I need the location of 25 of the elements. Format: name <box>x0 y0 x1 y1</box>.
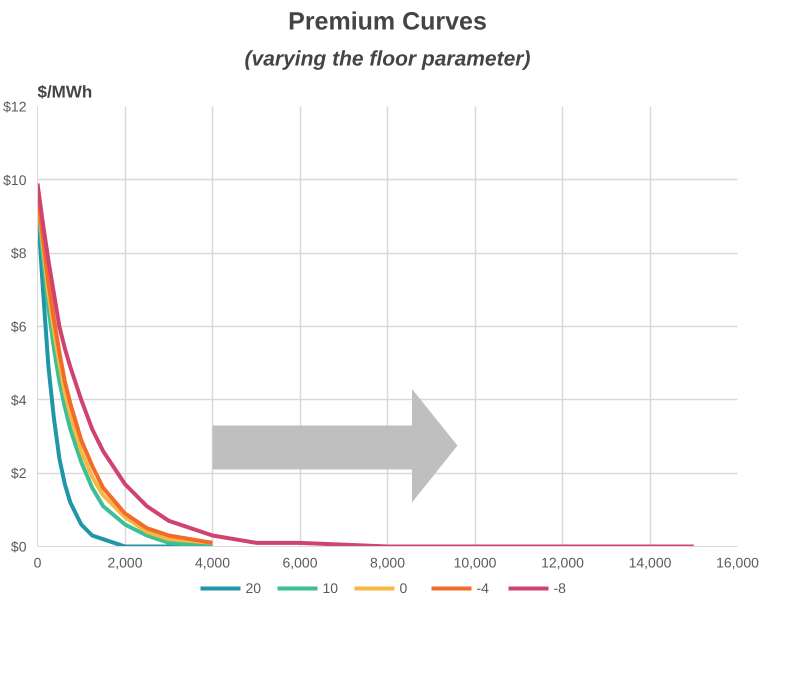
y-tick-label: $8 <box>10 245 27 262</box>
legend-label: 0 <box>400 580 408 596</box>
y-tick-label: $6 <box>10 318 27 334</box>
x-tick-label: 8,000 <box>370 554 406 570</box>
y-tick-label: $2 <box>10 465 27 482</box>
x-tick-label: 0 <box>34 554 42 570</box>
legend-label: -4 <box>476 580 490 596</box>
y-tick-label: $10 <box>3 172 27 188</box>
legend-label: 10 <box>322 580 340 596</box>
legend-label: -8 <box>554 580 567 596</box>
chart-subtitle: (varying the floor parameter) <box>244 48 530 70</box>
x-tick-label: 4,000 <box>194 554 230 570</box>
x-tick-label: 12,000 <box>541 554 584 570</box>
x-tick-label: 6,000 <box>282 554 318 570</box>
x-tick-label: 14,000 <box>628 554 672 570</box>
x-tick-label: 2,000 <box>107 554 143 570</box>
legend-label: 20 <box>246 580 262 596</box>
x-tick-label: 16,000 <box>716 554 760 570</box>
line-series <box>38 182 696 546</box>
chart-title: Premium Curves <box>288 8 487 36</box>
y-tick-label: $12 <box>3 98 27 114</box>
y-tick-label: $4 <box>10 392 27 408</box>
y-axis-title: $/MWh <box>38 82 92 102</box>
y-tick-label: $0 <box>10 538 27 554</box>
x-tick-label: 10,000 <box>454 554 497 570</box>
